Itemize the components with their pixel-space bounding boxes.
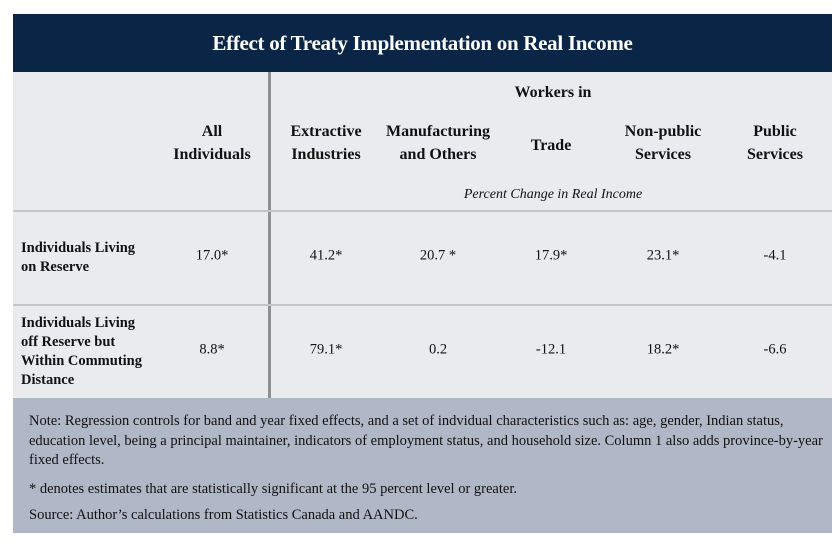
subtitle: Percent Change in Real Income [463,187,643,202]
row-label: Individuals Living on Reserve [21,239,135,277]
row-divider [13,210,832,212]
table-cell: 20.7 * [419,247,457,264]
table-cell: 0.2 [428,341,448,358]
row-divider [13,304,832,306]
significance-note: * denotes estimates that are statistical… [29,481,517,497]
table-cell: -4.1 [763,247,787,264]
row-label: Individuals Living off Reserve but Within … [21,314,142,390]
column-header: Trade [531,134,572,157]
column-header-line: All [201,123,223,140]
column-header: Non-public Services [625,120,701,166]
column-header: All Individuals [173,120,250,166]
column-header-line: Trade [530,137,572,154]
column-header-line: Services [635,146,691,163]
row-label-line: Within Commuting [21,353,142,369]
table-cell: -12.1 [535,341,567,358]
column-header-line: Individuals [173,146,251,163]
group-header: Workers in [514,84,592,101]
column-header-line: Services [747,146,803,163]
column-header-line: Non-public [624,123,702,140]
table-cell: 23.1* [646,247,680,264]
table-cell: 18.2* [646,341,680,358]
table-cell: 79.1* [309,341,343,358]
row-label-line: Distance [21,372,75,388]
table-cell: 8.8* [199,341,225,358]
row-label-line: off Reserve but [21,334,116,350]
row-label-line: on Reserve [21,259,90,275]
column-divider [268,72,271,398]
column-header: Manufacturing and Others [386,120,490,166]
column-header: Extractive Industries [290,120,361,166]
column-header-line: Industries [291,146,361,163]
row-label-line: Individuals Living [21,240,136,256]
table-cell: 17.0* [195,247,229,264]
column-header-line: and Others [399,146,477,163]
table-cell: -6.6 [763,341,787,358]
notes-panel: Note: Regression controls for band and y… [13,398,832,533]
table-title: Effect of Treaty Implementation on Real … [13,14,832,72]
column-header-line: Public [753,123,797,140]
column-header-line: Extractive [290,123,362,140]
note-text: Note: Regression controls for band and y… [29,413,823,468]
data-table: Workers in All Individuals Extractive Indus… [13,72,832,398]
table-cell: 41.2* [309,247,343,264]
column-header-line: Manufacturing [386,123,490,140]
source-note: Source: Author’s calculations from Stati… [29,507,418,523]
column-header: Public Services [747,120,803,166]
table-cell: 17.9* [534,247,568,264]
row-label-line: Individuals Living [21,315,136,331]
